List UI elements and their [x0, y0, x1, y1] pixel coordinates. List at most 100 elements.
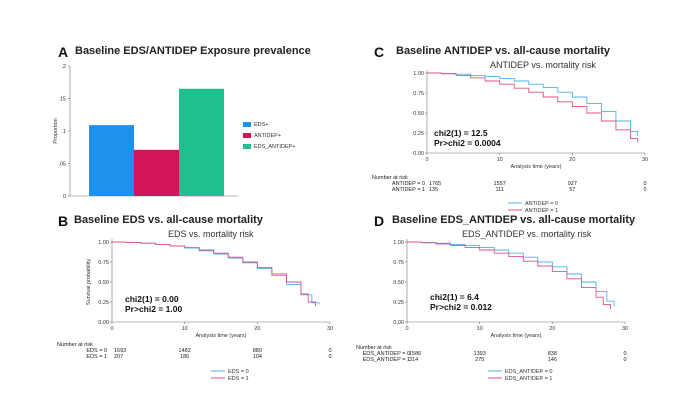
a-legend-swatch-2: [243, 144, 251, 149]
km-ytick-label: 1.00: [393, 240, 404, 246]
km-ytick-label: 0.75: [393, 260, 404, 266]
km-stat-line-1: Pr>chi2 = 0.0004: [434, 138, 501, 148]
km-stat-line-0: chi2(1) = 6.4: [430, 292, 479, 302]
km-x-axis-label: Analysis time (years): [195, 333, 246, 339]
km-risk-count-1-2: 104: [253, 354, 262, 360]
km-risk-count-1-1: 275: [475, 357, 484, 363]
panel-c-subtitle: ANTIDEP vs. mortality risk: [490, 60, 596, 70]
km-risk-count-1-2: 57: [569, 187, 575, 193]
km-ytick-label: 0.75: [413, 91, 424, 97]
a-ytick-label: .05: [58, 162, 66, 168]
km-ytick-label: 0.50: [393, 280, 404, 286]
chart-d-km-eds-antidep: 0.00 0.25 0.50 0.75 1.00 0 10 20 30 Analysis time…: [356, 239, 628, 382]
km-xtick-label: 0: [405, 326, 408, 332]
chart-a-prevalence-bars: 0 .05 .1 .15 .2 Proportion EDS+ ANTIDEP+ EDS_ANT…: [53, 64, 295, 200]
km-xtick-label: 30: [642, 157, 648, 163]
km-risk-count-1-0: 207: [114, 354, 123, 360]
km-risk-count-1-0: 135: [429, 187, 438, 193]
km-xtick-label: 0: [425, 157, 428, 163]
km-risk-row-label-0: ANTIDEP = 0: [392, 181, 425, 187]
km-ytick-label: 0.25: [393, 300, 404, 306]
km-risk-count-0-2: 927: [568, 181, 577, 187]
a-y-axis-label: Proportion: [53, 118, 59, 143]
km-risk-count-1-1: 186: [180, 354, 189, 360]
km-legend-label-1: EDS = 1: [228, 376, 249, 382]
a-legend-label-0: EDS+: [254, 122, 269, 128]
km-risk-title: Number at risk: [372, 175, 408, 181]
km-ytick-label: 0.50: [413, 111, 424, 117]
chart-c-km-antidep: 0.00 0.25 0.50 0.75 1.00 0 10 20 30 Analysis time…: [372, 70, 648, 214]
km-curve-1: [427, 72, 639, 143]
km-ytick-label: 0.25: [98, 300, 109, 306]
km-risk-count-1-3: 0: [623, 357, 626, 363]
km-risk-count-0-1: 1482: [179, 348, 191, 354]
km-xtick-label: 10: [497, 157, 503, 163]
km-legend-label-1: ANTIDEP = 1: [525, 208, 558, 214]
km-risk-count-0-0: 1765: [429, 181, 441, 187]
km-risk-title: Number at risk: [356, 345, 392, 351]
km-stat-line-0: chi2(1) = 12.5: [434, 128, 488, 138]
km-risk-count-1-1: 111: [495, 187, 503, 193]
km-risk-row-label-0: EDS_ANTIDEP = 0: [363, 351, 410, 357]
km-x-axis-label: Analysis time (years): [510, 164, 561, 170]
km-x-axis-label: Analysis time (years): [490, 333, 541, 339]
a-bar-0: [89, 125, 134, 196]
km-risk-count-0-3: 0: [328, 348, 331, 354]
km-xtick-label: 20: [254, 326, 260, 332]
km-risk-row-label-1: EDS_ANTIDEP = 1: [363, 357, 410, 363]
km-xtick-label: 20: [549, 326, 555, 332]
km-legend-label-1: EDS_ANTIDEP = 1: [505, 376, 552, 382]
km-risk-count-1-0: 314: [409, 357, 418, 363]
a-legend-swatch-0: [243, 122, 251, 127]
a-legend-label-2: EDS_ANTIDEP+: [254, 144, 295, 150]
panel-a-letter: A: [58, 44, 69, 60]
panel-b-letter: B: [58, 213, 69, 229]
km-ytick-label: 0.25: [413, 131, 424, 137]
km-risk-count-0-1: 1557: [494, 181, 506, 187]
km-y-axis-label: Survival probability: [86, 259, 92, 305]
km-curve-0: [407, 241, 615, 306]
km-curve-0: [427, 72, 639, 137]
km-risk-count-1-3: 0: [643, 187, 646, 193]
a-bar-1: [134, 149, 179, 196]
panel-b-title: Baseline EDS vs. all-cause mortality: [74, 214, 263, 226]
panel-c-title: Baseline ANTIDEP vs. all-cause mortality: [396, 45, 610, 57]
panel-d-letter: D: [374, 213, 385, 229]
a-legend-swatch-1: [243, 133, 251, 138]
km-xtick-label: 10: [477, 326, 483, 332]
km-risk-count-0-2: 838: [548, 351, 557, 357]
km-ytick-label: 1.00: [98, 240, 109, 246]
chart-b-km-eds: 0.00 0.25 0.50 0.75 1.00 0 10 20 30 Analysis time…: [57, 239, 333, 382]
km-risk-count-0-3: 0: [643, 181, 646, 187]
km-stat-line-0: chi2(1) = 0.00: [125, 294, 179, 304]
km-xtick-label: 10: [182, 326, 188, 332]
a-ytick-label: .2: [61, 64, 66, 70]
km-xtick-label: 20: [569, 157, 575, 163]
a-ytick-label: .1: [61, 129, 66, 135]
panel-d-subtitle: EDS_ANTIDEP vs. mortality risk: [462, 229, 592, 239]
km-xtick-label: 0: [110, 326, 113, 332]
panel-a-title: Baseline EDS/ANTIDEP Exposure prevalence: [75, 45, 311, 57]
km-risk-count-0-1: 1393: [474, 351, 486, 357]
a-bar-2: [179, 88, 224, 196]
km-risk-row-label-0: EDS = 0: [86, 348, 107, 354]
km-risk-count-0-3: 0: [623, 351, 626, 357]
km-risk-row-label-1: ANTIDEP = 1: [392, 187, 425, 193]
panel-b-subtitle: EDS vs. mortality risk: [168, 229, 254, 239]
panel-c-letter: C: [374, 44, 385, 60]
km-ytick-label: 0.75: [98, 260, 109, 266]
a-ytick-label: 0: [63, 194, 66, 200]
km-legend-label-0: ANTIDEP = 0: [525, 201, 558, 207]
km-curve-1: [407, 241, 611, 310]
km-ytick-label: 0.00: [98, 320, 109, 326]
km-stat-line-1: Pr>chi2 = 0.012: [430, 302, 492, 312]
km-ytick-label: 0.00: [413, 151, 424, 157]
km-ytick-label: 1.00: [413, 71, 424, 77]
km-ytick-label: 0.50: [98, 280, 109, 286]
a-ytick-label: .15: [58, 97, 66, 103]
km-risk-row-label-1: EDS = 1: [86, 354, 107, 360]
km-xtick-label: 30: [327, 326, 333, 332]
km-legend-label-0: EDS = 0: [228, 369, 249, 375]
km-ytick-label: 0.00: [393, 320, 404, 326]
km-curve-1: [112, 241, 316, 306]
